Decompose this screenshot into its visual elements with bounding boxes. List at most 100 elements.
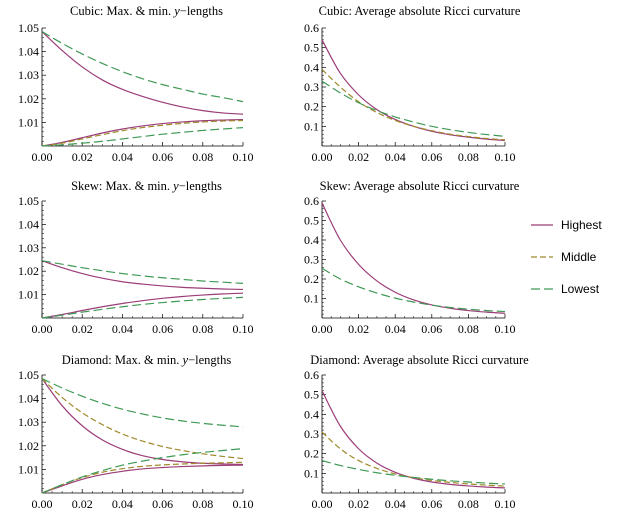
series-line-highest (41, 118, 244, 147)
x-tick-label: 0.04 (385, 150, 406, 164)
y-tick-label: 0.4 (304, 407, 319, 421)
x-tick-label: 0.10 (495, 150, 516, 164)
x-tick-label: 0.06 (421, 322, 442, 336)
y-tick-label: 0.5 (304, 41, 319, 55)
y-tick-label: 1.04 (18, 392, 39, 406)
panel-title: Diamond: Average absolute Ricci curvatur… (310, 353, 529, 367)
panel-skew-lengths: Skew: Max. & min. y−lengths 0.00 0.02 0.04 0… (18, 179, 254, 336)
title-variable: y (171, 179, 179, 193)
x-tick-label: 0.06 (152, 322, 173, 336)
legend-label: Highest (561, 218, 602, 232)
panel-cubic-lengths: Cubic: Max. & min. y−lengths 0.00 0.02 0.04… (18, 4, 254, 164)
x-tick-label: 0.08 (192, 150, 213, 164)
x-tick-label: 0.10 (233, 497, 254, 511)
series-line-lowest (321, 459, 506, 485)
y-tick-label: 1.04 (18, 45, 39, 59)
x-tick-label: 0.10 (233, 150, 254, 164)
x-tick-label: 0.06 (421, 150, 442, 164)
y-tick-label: 0.3 (304, 253, 319, 267)
x-tick-label: 0.04 (385, 497, 406, 511)
title-variable: y (181, 353, 189, 367)
y-tick-label: 1.05 (18, 194, 39, 208)
series-line-highest (321, 39, 506, 142)
y-tick-label: 1.02 (18, 439, 39, 453)
panel-title: Cubic: Average absolute Ricci curvature (319, 4, 521, 18)
series-line-highest (321, 390, 506, 489)
series-line-lowest (41, 296, 244, 319)
y-tick-label: 0.1 (304, 119, 319, 133)
x-tick-label: 0.08 (192, 322, 213, 336)
y-tick-label: 0.5 (304, 214, 319, 228)
x-tick-label: 0.10 (495, 322, 516, 336)
y-tick-label: 1.01 (18, 462, 39, 476)
series-line-lowest (41, 377, 244, 428)
x-tick-label: 0.00 (312, 322, 333, 336)
y-tick-label: 1.03 (18, 415, 39, 429)
y-tick-label: 0.2 (304, 272, 319, 286)
y-tick-label: 1.01 (18, 288, 39, 302)
y-tick-label: 0.5 (304, 388, 319, 402)
panel-title: Skew: Max. & min. y−lengths (71, 179, 222, 193)
legend-item-lowest: Lowest (531, 282, 600, 296)
x-tick-label: 0.10 (233, 322, 254, 336)
x-tick-label: 0.06 (152, 497, 173, 511)
x-tick-label: 0.00 (32, 322, 53, 336)
y-tick-label: 0.4 (304, 233, 319, 247)
x-tick-label: 0.02 (348, 150, 369, 164)
x-tick-label: 0.06 (152, 150, 173, 164)
series-line-highest (41, 292, 244, 319)
x-tick-label: 0.08 (192, 497, 213, 511)
x-tick-label: 0.00 (32, 150, 53, 164)
panel-title: Skew: Average absolute Ricci curvature (320, 179, 520, 193)
panel-title: Cubic: Max. & min. y−lengths (70, 4, 223, 18)
x-tick-label: 0.02 (348, 497, 369, 511)
x-tick-label: 0.00 (312, 150, 333, 164)
x-tick-label: 0.04 (112, 150, 133, 164)
x-tick-label: 0.08 (458, 497, 479, 511)
series-line-lowest (41, 126, 244, 147)
title-suffix: −lengths (188, 353, 231, 367)
x-tick-label: 0.02 (348, 322, 369, 336)
panel-skew-ricci: Skew: Average absolute Ricci curvature 0.… (304, 179, 520, 336)
title-text: Diamond: Max. & min. (62, 353, 183, 367)
title-text: Diamond: Average absolute Ricci curvatur… (310, 353, 529, 367)
series-line-highest (41, 378, 244, 466)
y-tick-label: 0.6 (304, 368, 319, 382)
y-tick-label: 0.1 (304, 292, 319, 306)
x-tick-label: 0.04 (112, 322, 133, 336)
y-tick-label: 0.3 (304, 80, 319, 94)
y-tick-label: 0.4 (304, 60, 319, 74)
y-tick-label: 1.05 (18, 368, 39, 382)
panel-title: Diamond: Max. & min. y−lengths (62, 353, 232, 367)
x-tick-label: 0.10 (495, 497, 516, 511)
x-tick-label: 0.00 (312, 497, 333, 511)
title-suffix: −lengths (180, 4, 223, 18)
legend-item-middle: Middle (531, 250, 597, 264)
x-tick-label: 0.06 (421, 497, 442, 511)
panel-diamond-lengths: Diamond: Max. & min. y−lengths 0.00 0.02 0.… (18, 353, 254, 511)
legend: Highest Middle Lowest (531, 218, 602, 296)
title-text: Cubic: Average absolute Ricci curvature (319, 4, 521, 18)
legend-item-highest: Highest (531, 218, 602, 232)
series-line-middle (41, 461, 244, 494)
title-text: Cubic: Max. & min. (70, 4, 174, 18)
series-line-middle (321, 68, 506, 141)
x-tick-label: 0.04 (112, 497, 133, 511)
x-tick-label: 0.02 (72, 150, 93, 164)
y-tick-label: 1.05 (18, 21, 39, 35)
series-line-lowest (321, 80, 506, 137)
series-line-highest (41, 260, 244, 291)
title-text: Skew: Max. & min. (71, 179, 173, 193)
y-tick-label: 0.6 (304, 21, 319, 35)
series-line-highest (41, 464, 244, 494)
legend-label: Middle (561, 250, 597, 264)
x-tick-label: 0.02 (72, 497, 93, 511)
x-tick-label: 0.02 (72, 322, 93, 336)
y-tick-label: 1.04 (18, 217, 39, 231)
x-tick-label: 0.08 (458, 150, 479, 164)
title-variable: y (172, 4, 180, 18)
series-line-highest (321, 202, 506, 314)
panel-diamond-ricci: Diamond: Average absolute Ricci curvatur… (304, 353, 529, 511)
title-text: Skew: Average absolute Ricci curvature (320, 179, 520, 193)
